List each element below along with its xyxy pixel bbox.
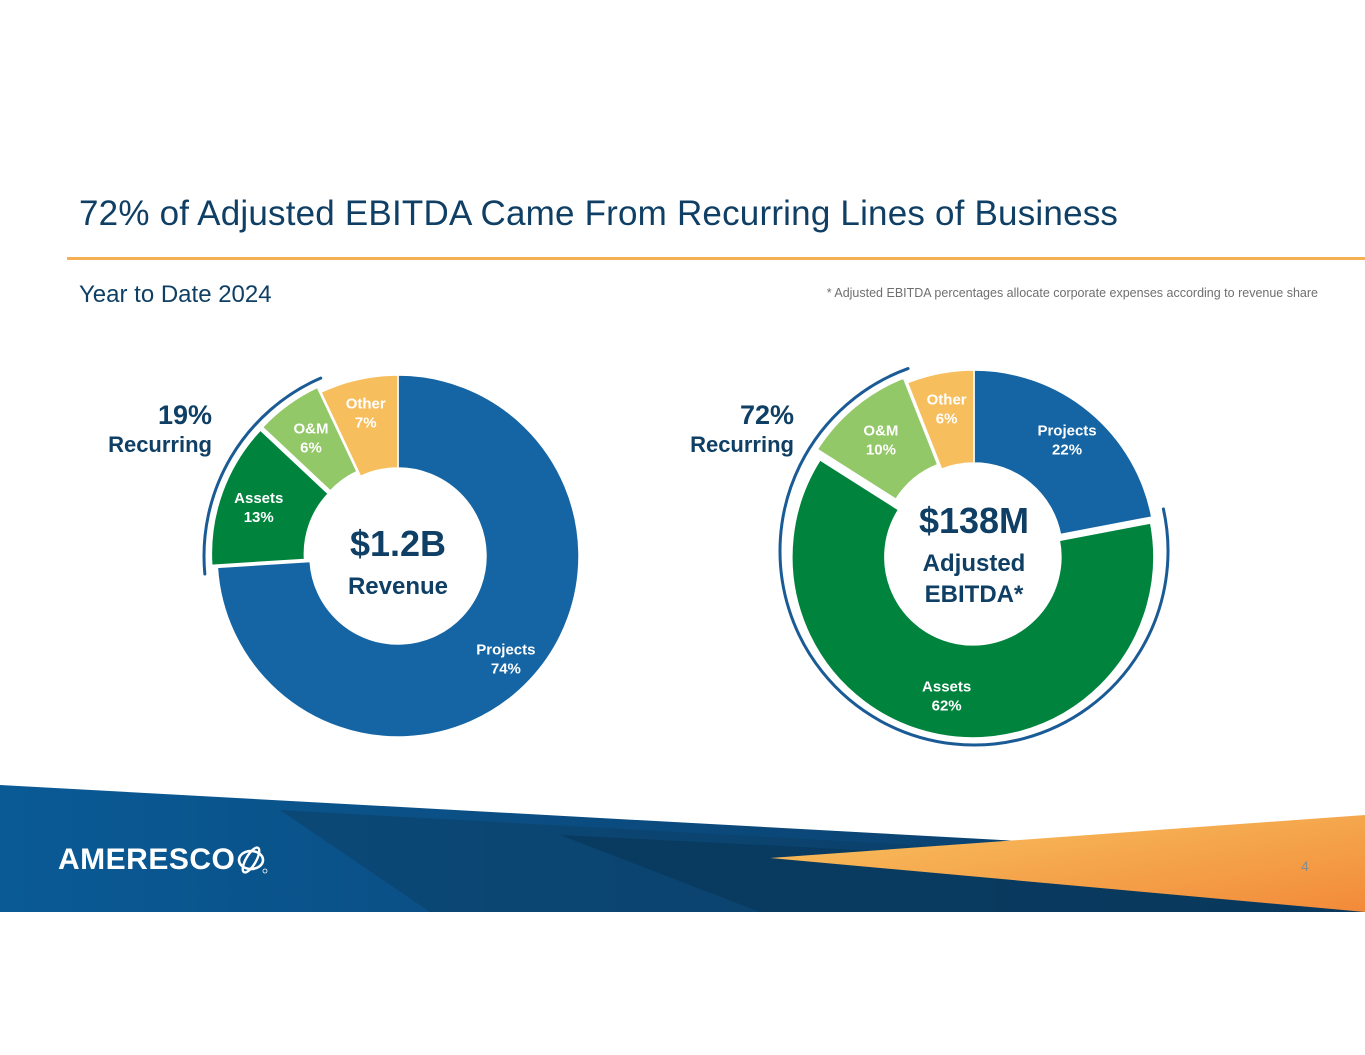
revenue-center-value: $1.2B — [350, 523, 446, 564]
ebitda-donut: Projects 22% Assets 62% O&M 10% Other 6% $138M Ad… — [778, 367, 1170, 747]
revenue-slice-value-projects: 74% — [491, 660, 521, 677]
revenue-recurring-arc — [202, 376, 323, 576]
ebitda-center-label-1: EBITDA* — [925, 581, 1024, 608]
ebitda-slice-value-other: 6% — [936, 411, 958, 428]
revenue-slice-label-om: O&M — [294, 420, 329, 437]
ebitda-recurring-arc — [778, 367, 1170, 747]
revenue-slice-label-other: Other — [346, 396, 386, 413]
ameresco-logo: AMERESCO — [58, 838, 269, 882]
ebitda-center-label-0: Adjusted — [923, 550, 1026, 577]
logo-wordmark: AMERESCO — [58, 843, 236, 876]
ebitda-center-value: $138M — [919, 500, 1029, 541]
revenue-slice-label-assets: Assets — [234, 490, 283, 507]
ebitda-slice-value-om: 10% — [866, 442, 896, 459]
revenue-slice-projects — [216, 374, 580, 738]
page-number: 4 — [1301, 858, 1309, 874]
revenue-recurring-label: Recurring — [108, 432, 212, 457]
revenue-slice-om — [261, 386, 359, 492]
ebitda-recurring-percent: 72% — [739, 400, 794, 430]
revenue-center-label-0: Revenue — [348, 573, 448, 600]
revenue-slice-label-projects: Projects — [476, 641, 535, 658]
page-title: 72% of Adjusted EBITDA Came From Recurri… — [79, 194, 1119, 233]
ebitda-slice-value-assets: 62% — [932, 697, 962, 714]
page-subtitle: Year to Date 2024 — [79, 281, 272, 308]
footer-band — [0, 785, 1365, 912]
donut-charts: Projects 74% Assets 13% O&M 6% Other 7% $1.2B Rev… — [202, 367, 1170, 747]
revenue-recurring-percent: 19% — [157, 400, 212, 430]
revenue-slice-other — [319, 374, 399, 478]
revenue-slice-value-om: 6% — [300, 439, 322, 456]
ebitda-slice-value-projects: 22% — [1052, 442, 1082, 459]
revenue-slice-assets — [210, 429, 330, 567]
ebitda-slice-assets — [791, 458, 1155, 739]
revenue-donut: Projects 74% Assets 13% O&M 6% Other 7% $1.2B Rev… — [202, 374, 580, 738]
revenue-slice-value-assets: 13% — [244, 509, 274, 526]
revenue-recurring-callout: 19% Recurring — [70, 400, 212, 460]
ebitda-slice-label-other: Other — [927, 392, 967, 409]
title-divider — [67, 257, 1365, 260]
ebitda-recurring-label: Recurring — [690, 432, 794, 457]
ebitda-slice-label-om: O&M — [863, 423, 898, 440]
orbit-logo-icon — [238, 846, 268, 874]
footnote: * Adjusted EBITDA percentages allocate c… — [826, 286, 1318, 300]
ebitda-slice-label-assets: Assets — [922, 678, 971, 695]
revenue-slice-value-other: 7% — [355, 415, 377, 432]
ebitda-slice-other — [906, 369, 975, 471]
ebitda-slice-label-projects: Projects — [1037, 423, 1096, 440]
ebitda-recurring-callout: 72% Recurring — [650, 400, 794, 460]
ebitda-slice-om — [816, 377, 939, 501]
ebitda-slice-projects — [973, 369, 1153, 536]
